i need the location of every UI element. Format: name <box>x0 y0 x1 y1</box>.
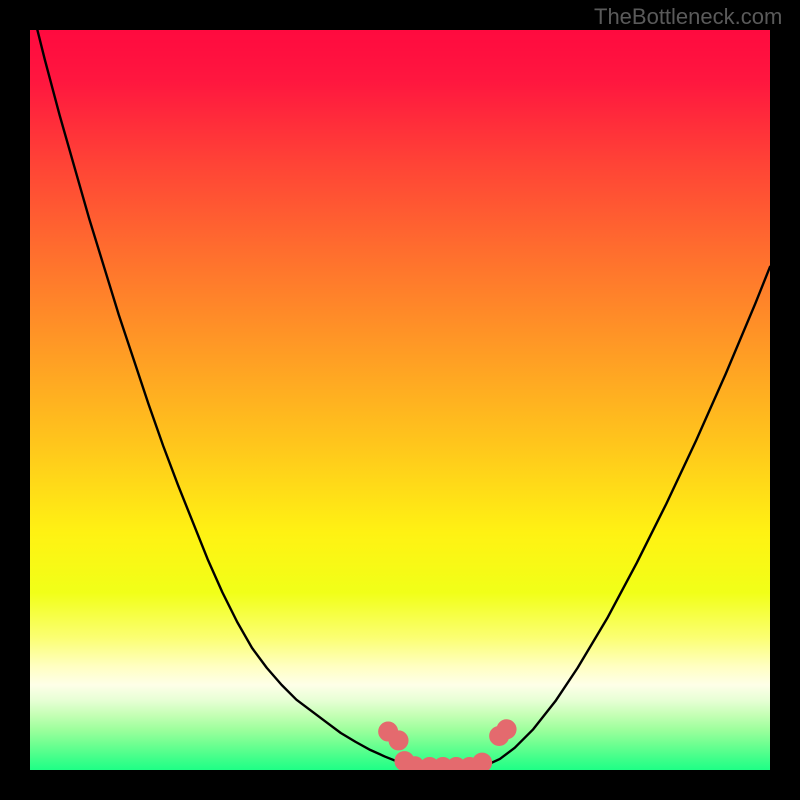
watermark-text: TheBottleneck.com <box>594 4 782 30</box>
chart-canvas: TheBottleneck.com <box>0 0 800 800</box>
markers-group <box>379 720 516 770</box>
marker-dot <box>497 720 516 739</box>
marker-dot <box>389 731 408 750</box>
bottleneck-curve <box>30 30 770 767</box>
curve-layer <box>30 30 770 770</box>
plot-area <box>30 30 770 770</box>
marker-dot <box>473 753 492 770</box>
